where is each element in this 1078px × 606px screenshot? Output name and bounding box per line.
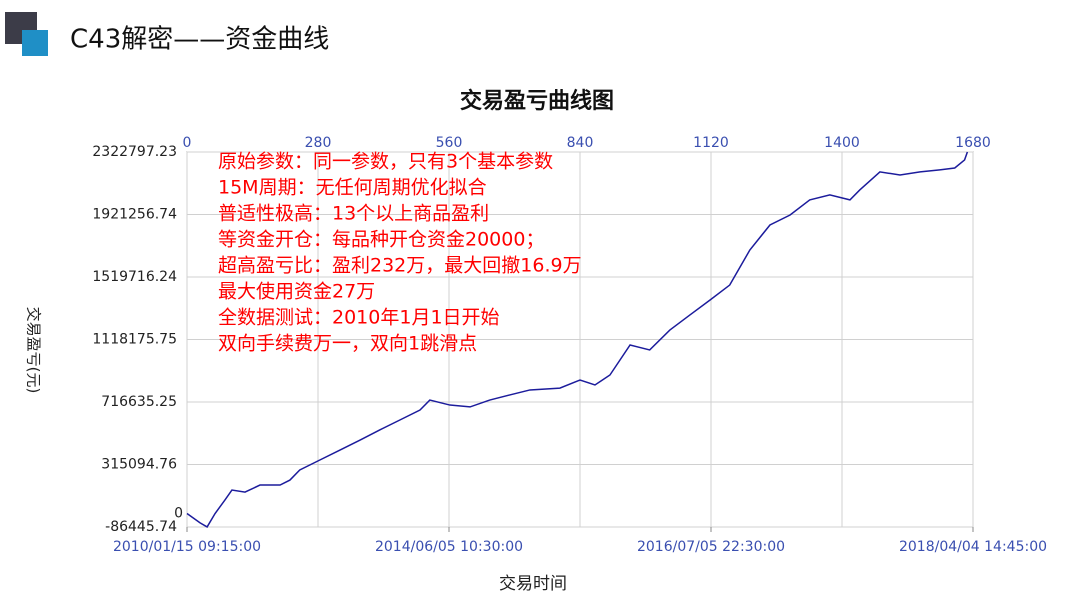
baseline-label: 0 (174, 506, 183, 522)
x-tick-label: 1680 (955, 135, 991, 151)
equity-line (186, 151, 969, 528)
x-tick-label: 1400 (824, 135, 860, 151)
annotation: 原始参数：同一参数，只有3个基本参数 (218, 151, 553, 173)
y-tick-label: 716635.25 (101, 394, 177, 410)
y-tick-label: -86445.74 (105, 519, 177, 535)
y-tick-label: 1519716.24 (92, 269, 177, 285)
x-tick-label: 280 (305, 135, 332, 151)
annotation: 15M周期：无任何周期优化拟合 (218, 177, 487, 199)
annotation: 超高盈亏比：盈利232万，最大回撤16.9万 (218, 255, 582, 277)
date-tick-label: 2018/04/04 14:45:00 (899, 539, 1047, 555)
y-tick-label: 1118175.75 (92, 332, 177, 348)
x-tick-label: 1120 (693, 135, 729, 151)
annotation: 双向手续费万一，双向1跳滑点 (218, 333, 477, 355)
annotation: 等资金开仓：每品种开仓资金20000； (218, 229, 544, 251)
x-axis-label: 交易时间 (499, 574, 567, 594)
slide-title: C43解密——资金曲线 (70, 25, 329, 55)
y-tick-label: 1921256.74 (92, 207, 177, 223)
date-tick-label: 2016/07/05 22:30:00 (637, 539, 785, 555)
header-icon-accent (22, 30, 48, 56)
y-axis-label: 交易盈亏(元) (25, 307, 43, 394)
date-tick-label: 2010/01/15 09:15:00 (113, 539, 261, 555)
date-tick-label: 2014/06/05 10:30:00 (375, 539, 523, 555)
annotation: 最大使用资金27万 (218, 281, 375, 303)
y-tick-label: 2322797.23 (92, 144, 177, 160)
x-tick-label: 560 (436, 135, 463, 151)
chart-title: 交易盈亏曲线图 (460, 88, 614, 114)
annotation: 普适性极高：13个以上商品盈利 (218, 203, 489, 225)
x-tick-label: 0 (183, 135, 192, 151)
y-tick-label: 315094.76 (101, 457, 177, 473)
x-tick-label: 840 (567, 135, 594, 151)
annotation: 全数据测试：2010年1月1日开始 (218, 307, 500, 329)
